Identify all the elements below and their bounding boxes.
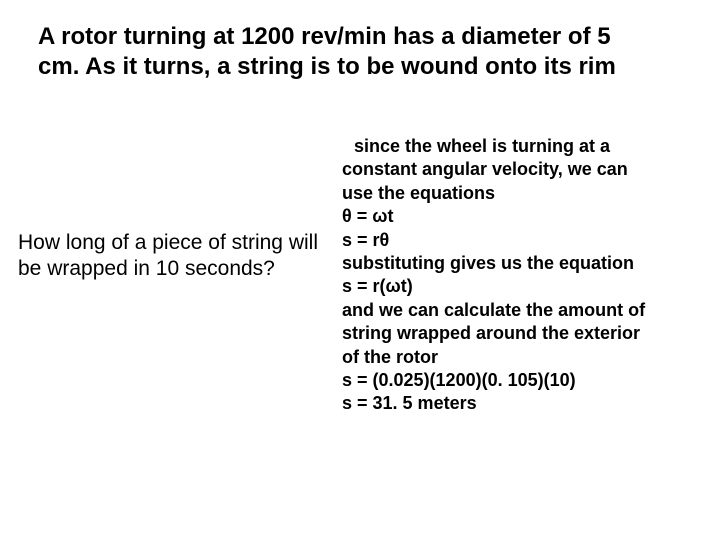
explanation-line: s = 31. 5 meters — [342, 392, 702, 415]
problem-title: A rotor turning at 1200 rev/min has a di… — [38, 22, 658, 82]
explanation-line: s = rθ — [342, 229, 702, 252]
explanation-line: constant angular velocity, we can — [342, 158, 702, 181]
explanation-line: and we can calculate the amount of — [342, 299, 702, 322]
explanation-line: s = (0.025)(1200)(0. 105)(10) — [342, 369, 702, 392]
explanation-line: since the wheel is turning at a — [354, 135, 702, 158]
explanation-line: s = r(ωt) — [342, 275, 702, 298]
explanation-line: string wrapped around the exterior — [342, 322, 702, 345]
explanation-line: θ = ωt — [342, 205, 702, 228]
solution-explanation: since the wheel is turning at a constant… — [342, 135, 702, 416]
explanation-line: of the rotor — [342, 346, 702, 369]
explanation-line: use the equations — [342, 182, 702, 205]
explanation-line: substituting gives us the equation — [342, 252, 702, 275]
problem-question: How long of a piece of string will be wr… — [18, 230, 328, 283]
